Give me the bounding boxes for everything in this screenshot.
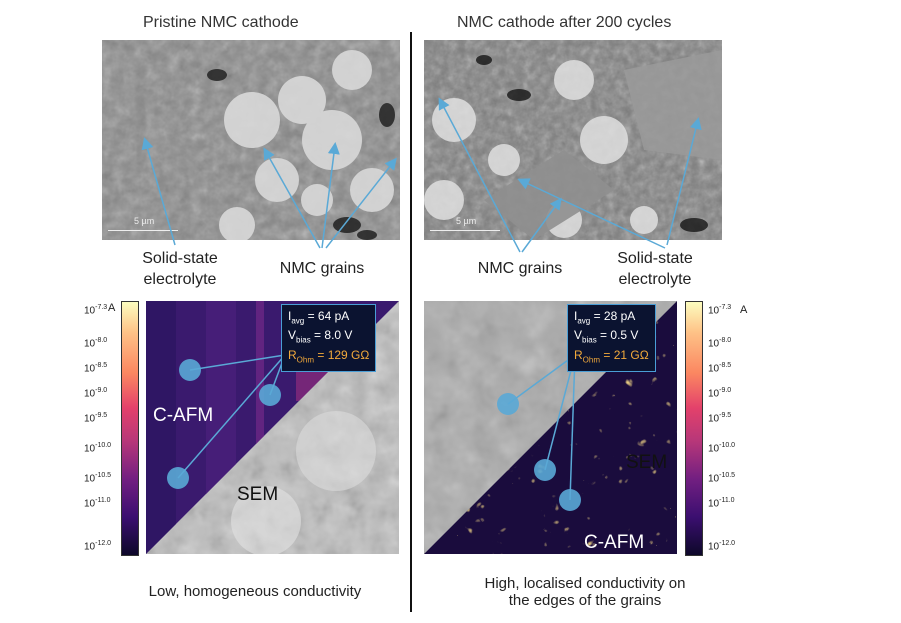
right-sse-label-line1: Solid-state (617, 250, 693, 267)
left-colorbar-tick-0: 10-7.3 (84, 304, 108, 317)
left-grains-label: NMC grains (279, 260, 365, 277)
right-info-box: Iavg = 28 pA Vbias = 0.5 V ROhm = 21 GΩ (567, 304, 656, 373)
right-colorbar-tick-0: 10-7.3 (708, 304, 732, 317)
right-colorbar-tick-6: 10-10.5 (708, 472, 736, 485)
left-resistance-row: ROhm = 129 GΩ (288, 347, 370, 365)
left-colorbar (121, 301, 139, 556)
right-panel-title: NMC cathode after 200 cycles (457, 14, 672, 31)
right-colorbar (685, 301, 703, 556)
left-colorbar-tick-6: 10-10.5 (84, 472, 112, 485)
right-caption-line2: the edges of the grains (508, 592, 662, 609)
right-bias-row: Vbias = 0.5 V (574, 328, 639, 345)
left-caption: Low, homogeneous conductivity (148, 583, 362, 600)
left-sem-texture (102, 40, 400, 240)
left-colorbar-tick-3: 10-9.0 (84, 387, 108, 400)
right-colorbar-tick-5: 10-10.0 (708, 442, 736, 455)
right-afm-label: C-AFM (584, 532, 645, 553)
right-grains-label: NMC grains (477, 260, 563, 277)
left-scale-bar (108, 230, 178, 231)
left-sem-image: 5 µm (102, 40, 400, 240)
left-bias-row: Vbias = 8.0 V (288, 328, 353, 345)
left-panel-title: Pristine NMC cathode (143, 14, 299, 31)
left-sse-label-line1: Solid-state (142, 250, 218, 267)
right-scale-bar (430, 230, 500, 231)
right-sem-label: SEM (626, 452, 668, 473)
left-colorbar-tick-4: 10-9.5 (84, 412, 108, 425)
left-current-row: Iavg = 64 pA (288, 309, 350, 326)
right-sem-texture (424, 40, 722, 240)
right-current-row: Iavg = 28 pA (574, 309, 636, 326)
right-caption: High, localised conductivity on the edge… (440, 575, 730, 609)
right-colorbar-tick-1: 10-8.0 (708, 337, 732, 350)
left-colorbar-tick-5: 10-10.0 (84, 442, 112, 455)
left-scale-label: 5 µm (134, 216, 155, 226)
right-colorbar-tick-2: 10-8.5 (708, 362, 732, 375)
left-colorbar-unit: A (108, 302, 116, 314)
right-sem-image: 5 µm (424, 40, 722, 240)
left-colorbar-tick-2: 10-8.5 (84, 362, 108, 375)
left-sem-label: SEM (237, 484, 279, 505)
right-colorbar-tick-3: 10-9.0 (708, 387, 732, 400)
right-sse-label: Solid-state electrolyte (600, 248, 710, 290)
left-colorbar-tick-7: 10-11.0 (84, 497, 111, 510)
panel-divider (410, 32, 412, 612)
right-colorbar-tick-7: 10-11.0 (708, 497, 735, 510)
left-afm-label: C-AFM (153, 405, 214, 426)
left-sse-label: Solid-state electrolyte (125, 248, 235, 290)
right-colorbar-tick-4: 10-9.5 (708, 412, 732, 425)
right-sse-label-line2: electrolyte (618, 271, 692, 288)
right-resistance-row: ROhm = 21 GΩ (574, 347, 649, 365)
right-colorbar-unit: A (740, 304, 748, 316)
left-colorbar-tick-8: 10-12.0 (84, 540, 112, 553)
right-colorbar-tick-8: 10-12.0 (708, 540, 736, 553)
left-info-box: Iavg = 64 pA Vbias = 8.0 V ROhm = 129 GΩ (281, 304, 377, 373)
right-scale-label: 5 µm (456, 216, 477, 226)
right-caption-line1: High, localised conductivity on (484, 575, 686, 592)
left-colorbar-tick-1: 10-8.0 (84, 337, 108, 350)
left-sse-label-line2: electrolyte (143, 271, 217, 288)
